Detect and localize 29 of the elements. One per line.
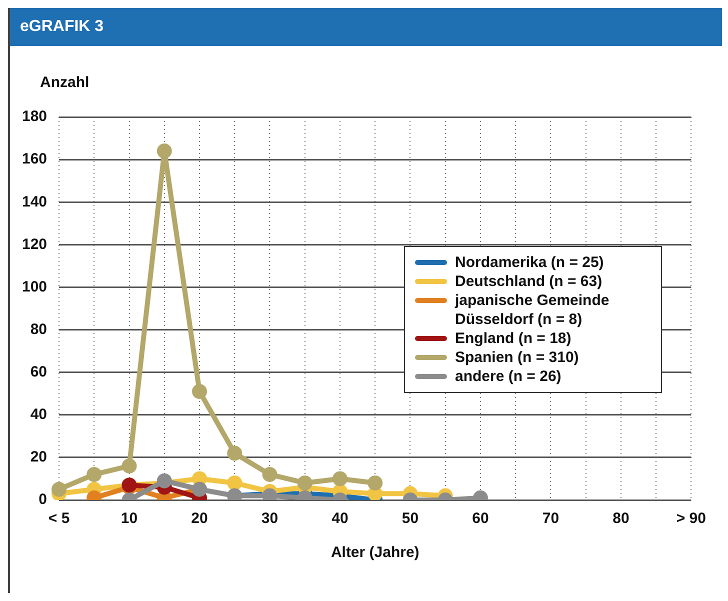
y-tick-label: 100 xyxy=(22,278,48,296)
legend-label: japanische Gemeinde Düsseldorf (n = 8) xyxy=(455,291,610,329)
x-tick-label: 10 xyxy=(120,510,138,528)
chart-title: eGRAFIK 3 xyxy=(10,8,722,46)
y-tick-label: 80 xyxy=(30,320,48,338)
y-tick-label: 120 xyxy=(22,236,48,253)
y-tick-label: 140 xyxy=(22,193,48,210)
x-tick-label: 60 xyxy=(472,510,489,528)
y-axis-title: Anzahl xyxy=(40,74,90,93)
legend-label: Nordamerika (n = 25) xyxy=(455,253,604,272)
y-tick-label: 160 xyxy=(22,150,48,168)
x-tick-label: 80 xyxy=(612,510,630,528)
legend-label: Spanien (n = 310) xyxy=(455,348,579,367)
y-tick-label: 180 xyxy=(22,108,48,126)
x-tick-label: 70 xyxy=(542,510,560,528)
x-tick-label: > 90 xyxy=(676,510,706,528)
y-tick-label: 40 xyxy=(30,406,48,424)
y-tick-label: 60 xyxy=(30,363,48,380)
x-tick-label: < 5 xyxy=(48,510,70,528)
legend-label: Deutschland (n = 63) xyxy=(455,272,602,291)
y-tick-label: 20 xyxy=(30,448,48,466)
x-tick-label: 30 xyxy=(261,510,278,528)
x-axis-title: Alter (Jahre) xyxy=(330,544,420,562)
x-tick-label: 50 xyxy=(402,510,419,528)
y-tick-label: 0 xyxy=(38,491,48,508)
legend-label: England (n = 18) xyxy=(455,329,572,348)
x-tick-label: 20 xyxy=(191,510,208,528)
x-tick-label: 40 xyxy=(332,510,348,528)
legend-label: andere (n = 26) xyxy=(455,367,562,386)
